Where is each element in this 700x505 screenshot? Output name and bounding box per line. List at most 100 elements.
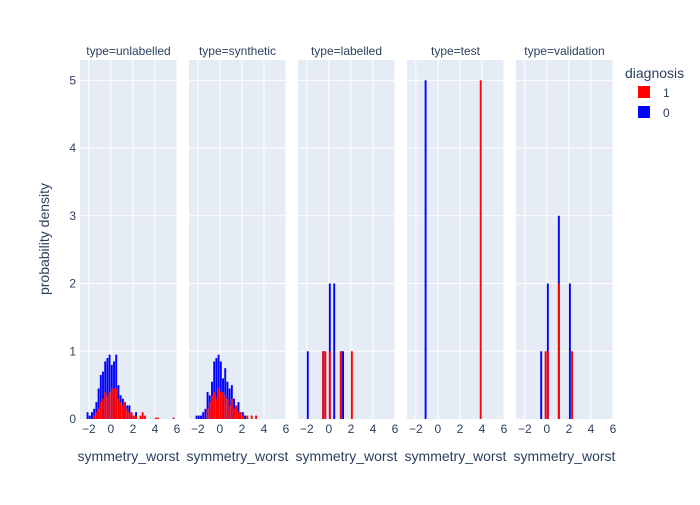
histogram-bar-diagnosis-1[interactable] [117, 398, 120, 419]
histogram-bar-diagnosis-1[interactable] [233, 408, 235, 419]
x-tick-label: 2 [130, 422, 137, 436]
x-axis-title: symmetry_worst [296, 448, 398, 464]
histogram-bar-diagnosis-0[interactable] [228, 388, 231, 419]
histogram-bar-diagnosis-1[interactable] [544, 351, 547, 419]
histogram-bar-diagnosis-0[interactable] [104, 361, 107, 419]
histogram-bar-diagnosis-0[interactable] [215, 358, 218, 419]
histogram-bar-diagnosis-0[interactable] [424, 80, 427, 419]
histogram-bar-diagnosis-1[interactable] [224, 395, 227, 419]
histogram-bar-diagnosis-0[interactable] [93, 408, 96, 419]
histogram-bar-diagnosis-1[interactable] [104, 391, 107, 419]
histogram-bar-diagnosis-1[interactable] [99, 402, 102, 419]
histogram-bar-diagnosis-1[interactable] [213, 391, 216, 419]
histogram-bar-diagnosis-1[interactable] [172, 417, 175, 419]
histogram-bar-diagnosis-0[interactable] [219, 361, 222, 419]
histogram-bar-diagnosis-0[interactable] [204, 408, 207, 419]
legend-swatch-diagnosis-1[interactable] [638, 86, 650, 98]
histogram-bar-diagnosis-0[interactable] [568, 283, 571, 419]
y-tick-label: 5 [69, 73, 76, 87]
y-tick-label: 3 [69, 209, 76, 223]
histogram-bar-diagnosis-0[interactable] [217, 354, 220, 419]
histogram-bar-diagnosis-1[interactable] [206, 408, 209, 419]
histogram-bar-diagnosis-0[interactable] [97, 388, 100, 419]
histogram-bar-diagnosis-1[interactable] [239, 412, 242, 419]
histogram-bar-diagnosis-1[interactable] [219, 391, 222, 419]
histogram-bar-diagnosis-1[interactable] [324, 351, 327, 419]
x-tick-label: 0 [326, 422, 333, 436]
histogram-bar-diagnosis-0[interactable] [115, 354, 118, 419]
histogram-bar-diagnosis-1[interactable] [143, 415, 146, 419]
histogram-bar-diagnosis-1[interactable] [93, 415, 96, 419]
histogram-bar-diagnosis-0[interactable] [108, 354, 111, 419]
histogram-bar-diagnosis-1[interactable] [95, 412, 98, 419]
histogram-bar-diagnosis-1[interactable] [119, 402, 122, 419]
histogram-bar-diagnosis-0[interactable] [333, 283, 336, 419]
histogram-bar-diagnosis-1[interactable] [102, 398, 104, 419]
histogram-bar-diagnosis-1[interactable] [126, 408, 129, 419]
histogram-bar-diagnosis-0[interactable] [540, 351, 543, 419]
histogram-bar-diagnosis-1[interactable] [350, 351, 353, 419]
histogram-bar-diagnosis-1[interactable] [228, 405, 231, 419]
histogram-bar-diagnosis-1[interactable] [124, 402, 126, 419]
histogram-bar-diagnosis-1[interactable] [230, 398, 233, 419]
histogram-bar-diagnosis-1[interactable] [571, 351, 574, 419]
x-tick-label: −2 [191, 422, 205, 436]
histogram-bar-diagnosis-1[interactable] [132, 415, 135, 419]
histogram-bar-diagnosis-1[interactable] [328, 351, 331, 419]
histogram-bar-diagnosis-1[interactable] [154, 417, 157, 419]
histogram-bar-diagnosis-0[interactable] [106, 358, 109, 419]
histogram-bar-diagnosis-1[interactable] [211, 395, 213, 419]
histogram-bar-diagnosis-1[interactable] [113, 388, 115, 419]
histogram-bar-diagnosis-1[interactable] [135, 415, 138, 419]
x-axis-title: symmetry_worst [514, 448, 616, 464]
y-tick-label: 4 [69, 141, 76, 155]
histogram-bar-diagnosis-0[interactable] [102, 371, 104, 419]
histogram-bar-diagnosis-0[interactable] [224, 368, 227, 419]
histogram-bar-diagnosis-0[interactable] [244, 415, 247, 419]
facet-title: type=test [431, 44, 481, 58]
histogram-bar-diagnosis-1[interactable] [479, 80, 482, 419]
histogram-bar-diagnosis-0[interactable] [99, 374, 102, 419]
histogram-bar-diagnosis-1[interactable] [157, 417, 160, 419]
histogram-bar-diagnosis-1[interactable] [97, 408, 100, 419]
histogram-bar-diagnosis-0[interactable] [237, 402, 240, 419]
histogram-bar-diagnosis-1[interactable] [241, 415, 244, 419]
histogram-bar-diagnosis-1[interactable] [108, 391, 111, 419]
histogram-bar-diagnosis-0[interactable] [88, 415, 91, 419]
histogram-bar-diagnosis-1[interactable] [139, 415, 142, 419]
histogram-bar-diagnosis-1[interactable] [339, 351, 342, 419]
legend-swatch-diagnosis-0[interactable] [638, 106, 650, 118]
histogram-bar-diagnosis-1[interactable] [322, 351, 325, 419]
histogram-bar-diagnosis-0[interactable] [202, 412, 205, 419]
histogram-bar-diagnosis-1[interactable] [217, 388, 220, 419]
histogram-bar-diagnosis-1[interactable] [226, 398, 229, 419]
histogram-bar-diagnosis-0[interactable] [342, 351, 344, 419]
histogram-bar-diagnosis-1[interactable] [235, 405, 238, 419]
histogram-bar-diagnosis-0[interactable] [306, 351, 309, 419]
histogram-bar-diagnosis-0[interactable] [95, 402, 98, 419]
histogram-bar-diagnosis-1[interactable] [250, 415, 253, 419]
histogram-bar-diagnosis-0[interactable] [206, 391, 209, 419]
histogram-bar-diagnosis-1[interactable] [121, 405, 124, 419]
histogram-bar-diagnosis-1[interactable] [237, 412, 240, 419]
histogram-bar-diagnosis-1[interactable] [215, 398, 218, 419]
histogram-bar-diagnosis-1[interactable] [110, 388, 113, 419]
histogram-bar-diagnosis-1[interactable] [128, 412, 131, 419]
histogram-bar-diagnosis-1[interactable] [141, 412, 144, 419]
histogram-bar-diagnosis-1[interactable] [106, 395, 109, 419]
histogram-bar-diagnosis-0[interactable] [86, 412, 89, 419]
histogram-bar-diagnosis-1[interactable] [222, 391, 224, 419]
histogram-bar-diagnosis-0[interactable] [128, 405, 131, 419]
histogram-bar-diagnosis-1[interactable] [246, 415, 249, 419]
histogram-bar-diagnosis-0[interactable] [200, 415, 202, 419]
histogram-bar-diagnosis-0[interactable] [195, 415, 198, 419]
histogram-bar-diagnosis-1[interactable] [557, 283, 560, 419]
histogram-bar-diagnosis-1[interactable] [255, 415, 258, 419]
histogram-bar-diagnosis-0[interactable] [213, 361, 216, 419]
histogram-bar-diagnosis-1[interactable] [208, 402, 211, 419]
histogram-bar-diagnosis-1[interactable] [130, 412, 133, 419]
histogram-bar-diagnosis-1[interactable] [546, 351, 549, 419]
histogram-bar-diagnosis-1[interactable] [115, 388, 118, 419]
histogram-bar-diagnosis-0[interactable] [91, 412, 93, 419]
histogram-bar-diagnosis-0[interactable] [197, 415, 200, 419]
